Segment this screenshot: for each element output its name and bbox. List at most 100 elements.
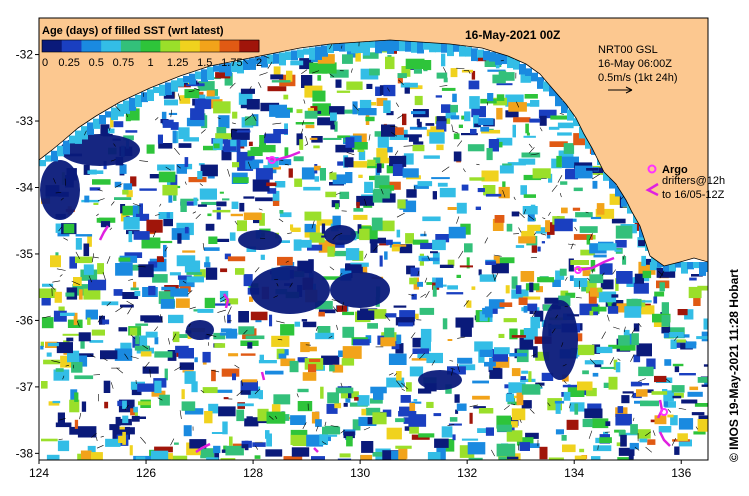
sst-patch — [330, 242, 345, 248]
sst-patch — [459, 360, 473, 364]
sst-patch — [67, 350, 80, 363]
sst-patch — [240, 390, 251, 395]
sst-patch — [662, 389, 668, 392]
current-vector — [130, 334, 136, 340]
current-vector — [254, 388, 261, 395]
current-vector — [394, 373, 397, 377]
sst-patch — [596, 346, 613, 354]
sst-patch — [80, 450, 92, 460]
sst-patch — [504, 384, 509, 389]
sst-patch — [598, 291, 617, 303]
sst-patch — [247, 150, 251, 157]
sst-patch — [672, 395, 682, 399]
sst-patch — [152, 274, 168, 283]
current-vector — [425, 290, 430, 298]
sst-patch — [380, 337, 396, 347]
sst-patch — [216, 127, 227, 139]
sst-patch — [243, 196, 255, 199]
sst-patch — [480, 126, 490, 132]
sst-patch — [176, 255, 196, 267]
sst-patch — [676, 339, 686, 343]
sst-patch — [158, 143, 173, 149]
sst-patch — [154, 380, 162, 394]
sst-coastal-patch — [201, 69, 208, 82]
sst-coastal-patch — [609, 178, 616, 189]
sst-patch — [403, 200, 417, 213]
sst-patch — [613, 359, 618, 370]
sst-patch — [697, 419, 708, 432]
current-vector — [612, 269, 616, 275]
sst-patch — [545, 220, 550, 232]
sst-patch — [99, 217, 116, 223]
sst-patch — [41, 438, 58, 442]
sst-patch — [498, 457, 507, 460]
sst-patch — [148, 285, 156, 296]
sst-patch — [183, 137, 199, 142]
sst-patch — [475, 206, 481, 210]
x-tick-label: 124 — [29, 466, 49, 480]
sst-patch — [455, 409, 459, 414]
sst-patch — [509, 328, 518, 340]
sst-patch — [580, 249, 596, 256]
sst-patch — [479, 274, 497, 282]
sst-patch — [240, 353, 256, 356]
sst-coastal-patch — [177, 78, 184, 87]
sst-patch — [614, 249, 622, 252]
current-vector — [202, 243, 205, 251]
sst-patch — [315, 332, 335, 340]
sst-patch — [644, 389, 654, 393]
sst-patch — [589, 310, 594, 316]
sst-patch — [131, 389, 142, 396]
current-vector — [559, 193, 562, 198]
sst-patch — [266, 182, 277, 187]
sst-patch — [489, 305, 498, 314]
sst-patch — [586, 280, 597, 294]
current-vector — [96, 437, 98, 442]
current-vector — [168, 338, 170, 345]
sst-patch — [586, 234, 591, 245]
sst-coastal-patch — [501, 54, 508, 65]
sst-patch — [41, 297, 51, 306]
current-vector — [328, 335, 333, 339]
sst-patch — [506, 223, 513, 232]
current-vector — [56, 268, 66, 271]
sst-patch — [651, 391, 668, 395]
sst-patch — [226, 328, 238, 339]
sst-patch — [164, 99, 178, 106]
sst-patch — [335, 203, 339, 210]
current-vector — [207, 334, 217, 337]
current-vector — [589, 358, 596, 365]
sst-patch — [342, 311, 355, 316]
sst-patch — [595, 208, 615, 219]
sst-patch — [525, 123, 529, 134]
sst-coastal-patch — [219, 64, 226, 73]
colorbar-swatch — [120, 40, 142, 52]
colorbar-swatch — [101, 40, 122, 52]
sst-patch — [213, 143, 220, 149]
sst-patch — [445, 106, 457, 119]
sst-patch — [325, 191, 337, 198]
sst-patch — [584, 408, 603, 419]
sst-patch — [591, 167, 607, 174]
current-vector — [476, 163, 480, 166]
current-vector — [427, 255, 430, 261]
sst-patch — [151, 390, 166, 397]
current-vector — [622, 254, 625, 260]
sst-patch — [483, 185, 496, 196]
sst-patch — [55, 368, 64, 372]
sst-patch — [157, 134, 163, 144]
sst-fresh-region — [250, 266, 330, 314]
sst-patch — [84, 195, 90, 203]
sst-patch — [478, 118, 494, 126]
sst-patch — [427, 452, 441, 460]
current-vector — [388, 372, 394, 376]
current-vector — [341, 302, 344, 311]
current-vector — [589, 233, 593, 241]
sst-patch — [255, 168, 273, 180]
current-vector — [443, 67, 447, 73]
sst-patch — [184, 163, 193, 170]
sst-patch — [449, 417, 458, 422]
sst-patch — [87, 170, 104, 174]
current-vector — [92, 253, 94, 263]
sst-coastal-patch — [453, 44, 460, 52]
